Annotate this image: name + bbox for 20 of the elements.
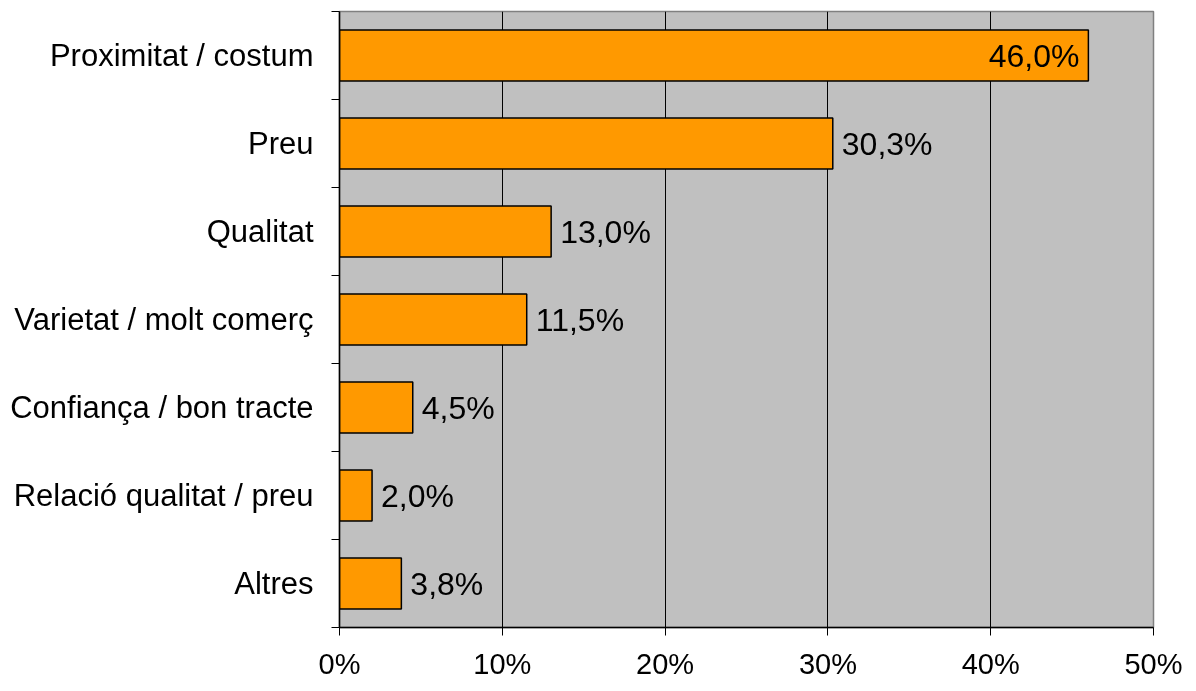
y-tick-label: Altres (234, 566, 314, 601)
x-tick-label: 20% (636, 647, 695, 680)
y-tick-label: Varietat / molt comerç (14, 302, 314, 337)
y-tick-label: Relació qualitat / preu (13, 478, 314, 513)
data-label: 30,3% (841, 125, 933, 162)
data-label: 4,5% (421, 389, 495, 426)
data-label: 3,8% (410, 565, 484, 602)
data-label: 13,0% (560, 213, 651, 250)
x-tick-label: 0% (318, 647, 361, 680)
y-tick-label: Confiança / bon tracte (10, 390, 314, 425)
x-tick-label: 10% (473, 647, 532, 680)
y-tick-label: Preu (248, 126, 314, 161)
y-tick-label: Qualitat (206, 214, 314, 249)
x-tick-label: 40% (961, 647, 1020, 680)
y-tick-label: Proximitat / costum (49, 38, 314, 73)
data-label: 11,5% (535, 301, 625, 338)
x-tick-label: 50% (1124, 647, 1183, 680)
x-tick-label: 30% (798, 647, 857, 680)
data-label: 2,0% (381, 477, 454, 514)
data-label: 46,0% (988, 37, 1080, 74)
